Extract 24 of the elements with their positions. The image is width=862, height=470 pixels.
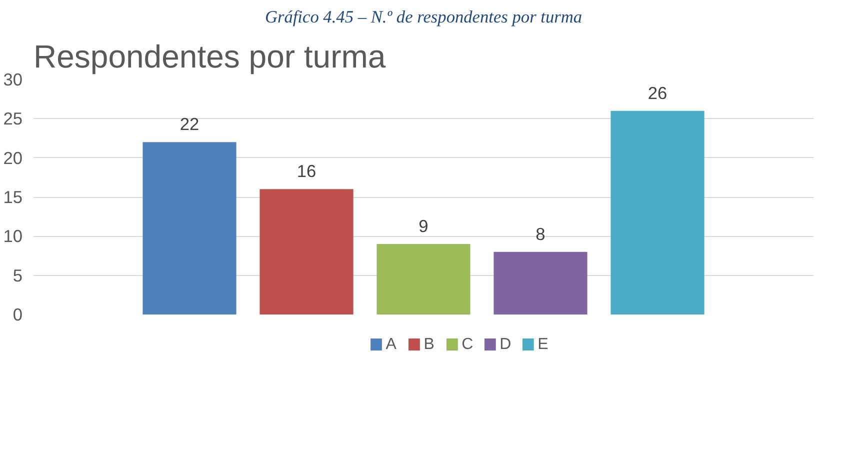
legend-label: A — [386, 336, 397, 353]
y-tick-label: 0 — [12, 304, 23, 324]
legend-label: E — [538, 336, 548, 353]
data-label: 8 — [536, 224, 546, 244]
data-label: 22 — [180, 114, 200, 134]
data-label: 9 — [418, 216, 428, 236]
legend-label: B — [424, 336, 434, 353]
bar — [260, 189, 354, 314]
y-tick-label: 10 — [3, 226, 23, 246]
y-tick-label: 20 — [3, 148, 23, 168]
y-tick-label: 30 — [3, 70, 23, 90]
legend-label: C — [462, 336, 474, 353]
data-label: 26 — [648, 82, 668, 103]
bar — [142, 142, 236, 314]
y-tick-label: 15 — [3, 187, 23, 207]
y-tick-label: 25 — [3, 108, 23, 129]
data-label: 16 — [296, 161, 316, 182]
chart-title: Respondentes por turma — [34, 38, 386, 74]
bar — [610, 110, 704, 314]
bar — [494, 252, 588, 314]
bar — [376, 244, 470, 314]
text: Gráfico 4.45 – N.º de respondentes por turma — [264, 8, 582, 26]
y-tick-label: 5 — [12, 265, 23, 286]
legend-label: D — [500, 336, 512, 353]
